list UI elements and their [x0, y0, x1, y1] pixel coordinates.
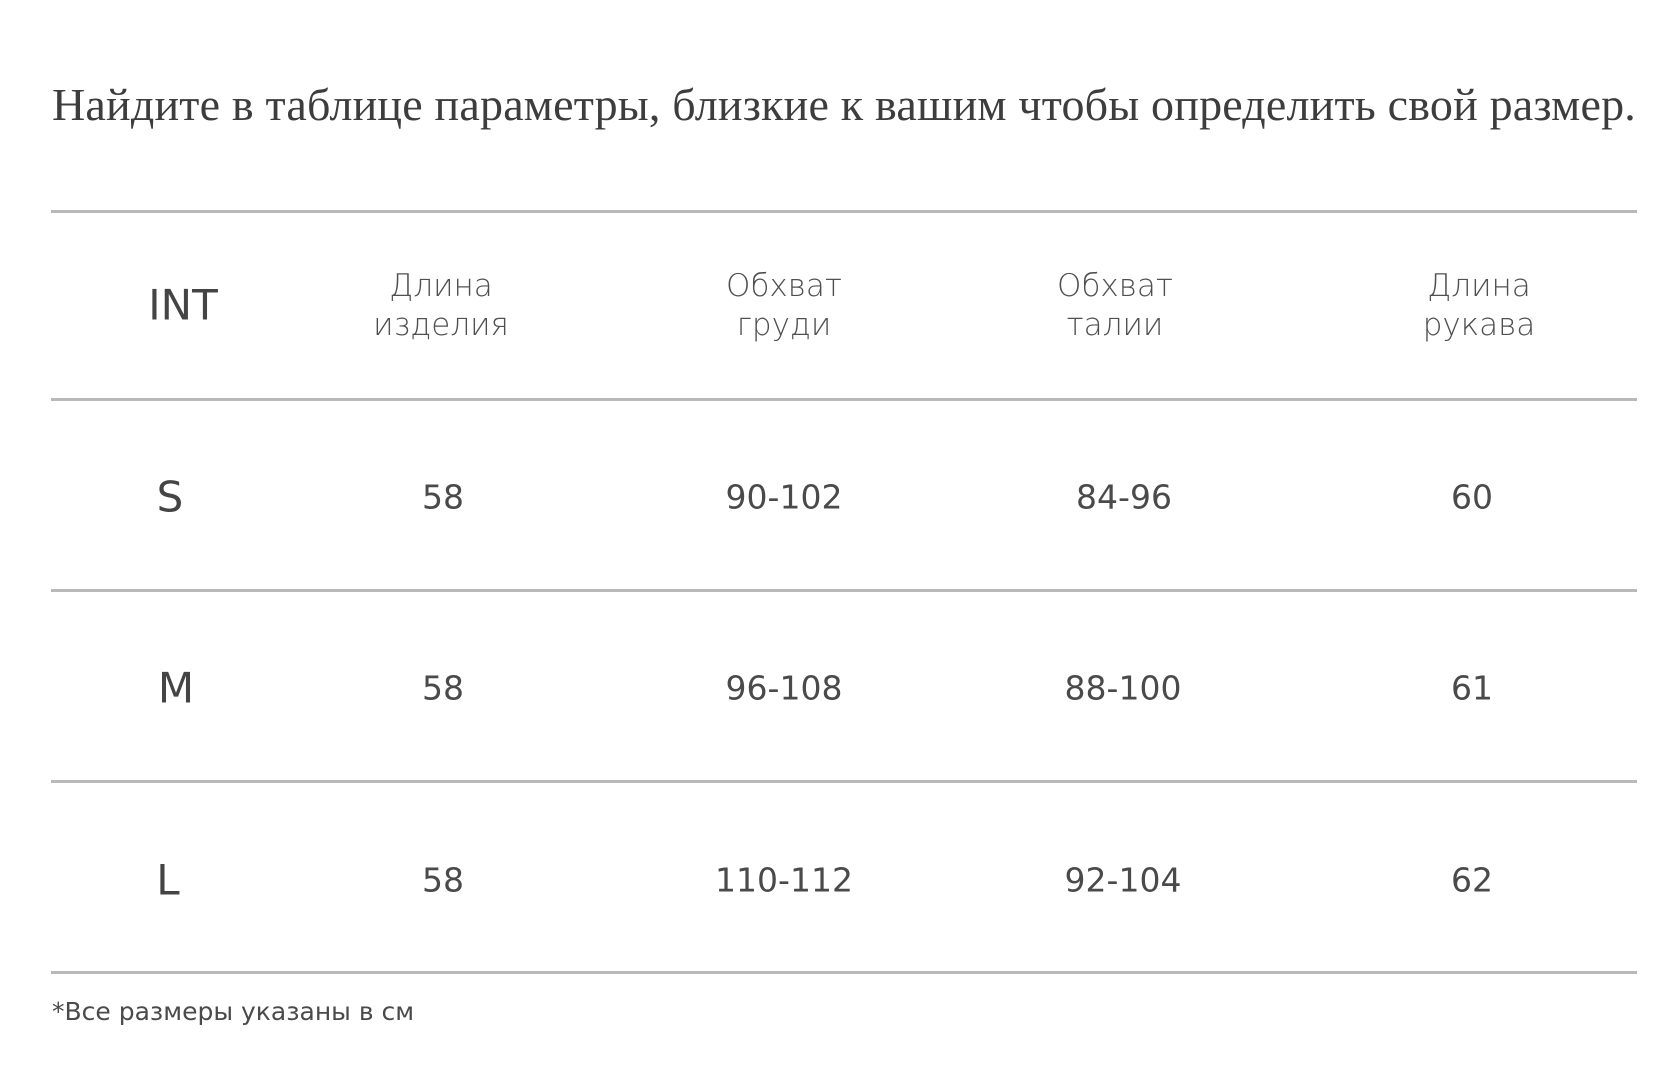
footnote: *Все размеры указаны в см [52, 997, 415, 1026]
length-value: 58 [422, 477, 464, 517]
waist-value: 92-104 [1064, 860, 1182, 900]
waist-value: 84-96 [1076, 477, 1172, 517]
size-label: S [156, 472, 184, 522]
column-header-chest: Обхват груди [726, 268, 842, 343]
length-value: 58 [422, 668, 464, 708]
chest-value: 96-108 [725, 668, 843, 708]
intro-text: Найдите в таблице параметры, близкие к в… [52, 79, 1636, 130]
header-divider [51, 398, 1637, 401]
sleeve-value: 61 [1451, 668, 1493, 708]
column-header-int: INT [148, 280, 218, 330]
chest-value: 90-102 [725, 477, 843, 517]
waist-value: 88-100 [1064, 668, 1182, 708]
size-label: L [156, 855, 180, 905]
sleeve-value: 60 [1451, 477, 1493, 517]
column-header-waist: Обхват талии [1057, 268, 1173, 343]
chest-value: 110-112 [715, 860, 853, 900]
row-divider [51, 589, 1637, 592]
column-header-length: Длина изделия [373, 268, 509, 343]
size-label: M [157, 663, 195, 713]
sleeve-value: 62 [1451, 860, 1493, 900]
table-top-divider [51, 210, 1637, 213]
table-bottom-divider [51, 971, 1637, 974]
length-value: 58 [422, 860, 464, 900]
column-header-sleeve: Длина рукава [1422, 268, 1536, 343]
row-divider [51, 780, 1637, 783]
